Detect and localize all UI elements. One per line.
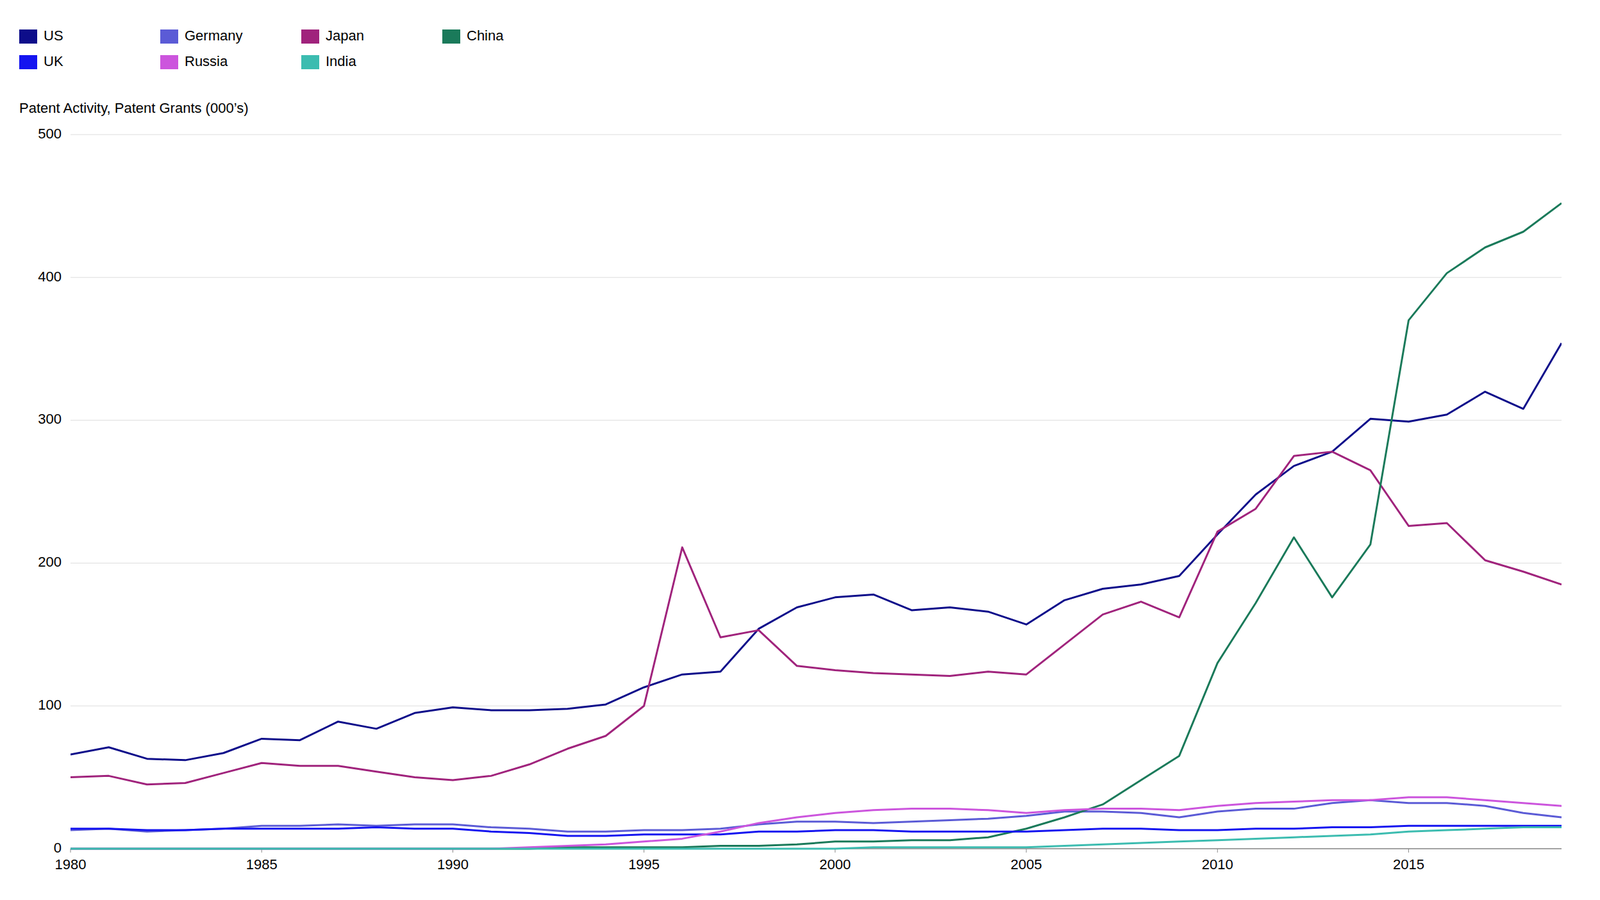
legend-label: UK (43, 53, 64, 70)
series-line (70, 342, 1562, 761)
grid-line (70, 276, 1562, 278)
legend-swatch (301, 29, 320, 44)
x-tick-label: 1990 (437, 856, 469, 873)
x-tick (1408, 848, 1409, 853)
y-tick-label: 0 (53, 839, 62, 856)
x-tick-label: 1985 (246, 856, 278, 873)
series-line (70, 827, 1562, 849)
x-tick-label: 2000 (819, 856, 851, 873)
legend-swatch (160, 55, 179, 70)
lines (70, 203, 1562, 849)
legend-label: China (466, 27, 504, 44)
legend-swatch (19, 29, 38, 44)
series-line (70, 203, 1562, 849)
x-tick (1026, 848, 1027, 853)
y-tick-label: 100 (37, 696, 62, 713)
x-tick-label: 2010 (1201, 856, 1234, 873)
grid-line (70, 705, 1562, 707)
y-tick-label: 200 (37, 553, 62, 570)
y-tick-label: 300 (37, 410, 62, 427)
x-tick-label: 1980 (55, 856, 87, 873)
legend-label: Germany (184, 27, 243, 44)
x-tick-label: 2005 (1010, 856, 1043, 873)
legend-swatch (19, 55, 38, 70)
grid (70, 134, 1562, 849)
series-line (70, 825, 1562, 836)
legend-label: Japan (325, 27, 365, 44)
x-tick-label: 2015 (1392, 856, 1425, 873)
grid-line (70, 134, 1562, 136)
legend-swatch (301, 55, 320, 70)
series-line (70, 451, 1562, 785)
series-line (70, 797, 1562, 849)
legend-label: Russia (184, 53, 229, 70)
legend-label: US (43, 27, 64, 44)
chart: 0 100 200 300 400 500 1980 1985 1990 1995 2000 2005… (0, 0, 1600, 900)
legend-label: India (325, 53, 357, 70)
y-tick-label: 400 (37, 268, 62, 285)
x-tick (1217, 848, 1218, 853)
grid-line (70, 419, 1562, 421)
legend: US Germany Japan China UK Russia India (19, 27, 504, 70)
legend-swatch (160, 29, 179, 44)
y-tick-label: 500 (37, 125, 62, 142)
legend-swatch (442, 29, 461, 44)
grid-line (70, 562, 1562, 564)
y-axis-label: Patent Activity, Patent Grants (000’s) (19, 100, 249, 117)
x-tick-label: 1995 (628, 856, 660, 873)
